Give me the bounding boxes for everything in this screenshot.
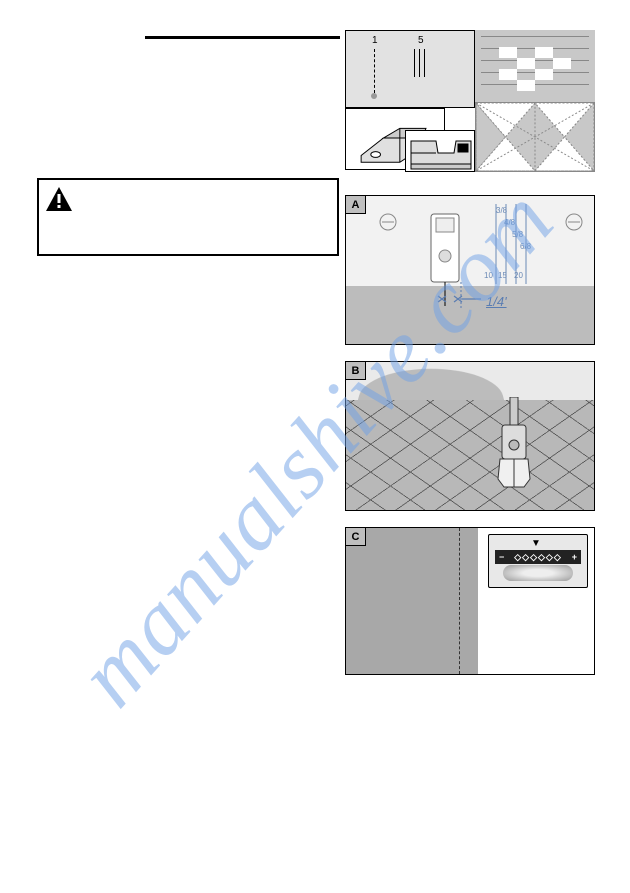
warning-box: [37, 178, 339, 256]
figure-b-foot: [496, 397, 536, 497]
stitch-preview-1: [374, 49, 375, 93]
marking-20: 20: [514, 271, 523, 280]
seam-line: [459, 528, 460, 674]
figure-a-svg: [346, 196, 595, 345]
title-rule: [145, 36, 340, 39]
marking-3-8: 3/8: [496, 206, 507, 215]
tension-dots: ◇◇◇◇◇◇: [514, 552, 562, 563]
tension-dial-box: ▼ − ◇◇◇◇◇◇ +: [488, 534, 588, 588]
stitch-preview-5: [414, 49, 429, 82]
tension-plus: +: [572, 552, 577, 562]
stitch-number-1: 1: [372, 35, 378, 46]
quilt-triangle-pattern: [475, 102, 595, 172]
figure-b: B: [345, 361, 595, 511]
marking-10: 10: [484, 271, 493, 280]
figure-a-label: A: [346, 196, 366, 214]
figure-c-label: C: [346, 528, 366, 546]
marking-15: 15: [498, 271, 507, 280]
quarter-inch-label: 1/4': [486, 294, 507, 309]
figure-a: 3/8 4/8 5/8 6/8 10 15 20 1/4' A: [345, 195, 595, 345]
marking-6-8: 6/8: [520, 242, 531, 251]
marking-4-8: 4/8: [504, 218, 515, 227]
warning-icon: [45, 186, 73, 212]
sewing-machine-icon: [406, 131, 476, 173]
marking-5-8: 5/8: [512, 230, 523, 239]
machine-icon-box: [405, 130, 475, 172]
figure-c: ▼ − ◇◇◇◇◇◇ + C: [345, 527, 595, 675]
quilt-grid-pattern: [475, 30, 595, 102]
figure-column: 1 5: [345, 30, 595, 691]
tension-pointer-icon: ▼: [531, 538, 541, 549]
tension-minus: −: [499, 552, 504, 562]
figure-b-label: B: [346, 362, 366, 380]
stitch-dot: [371, 93, 377, 99]
stitch-number-5: 5: [418, 35, 424, 46]
tension-scale: − ◇◇◇◇◇◇ +: [495, 550, 581, 564]
stitch-panel: 1 5: [345, 30, 475, 108]
top-selector-diagram: 1 5: [345, 30, 595, 173]
tension-wheel: [503, 565, 573, 581]
